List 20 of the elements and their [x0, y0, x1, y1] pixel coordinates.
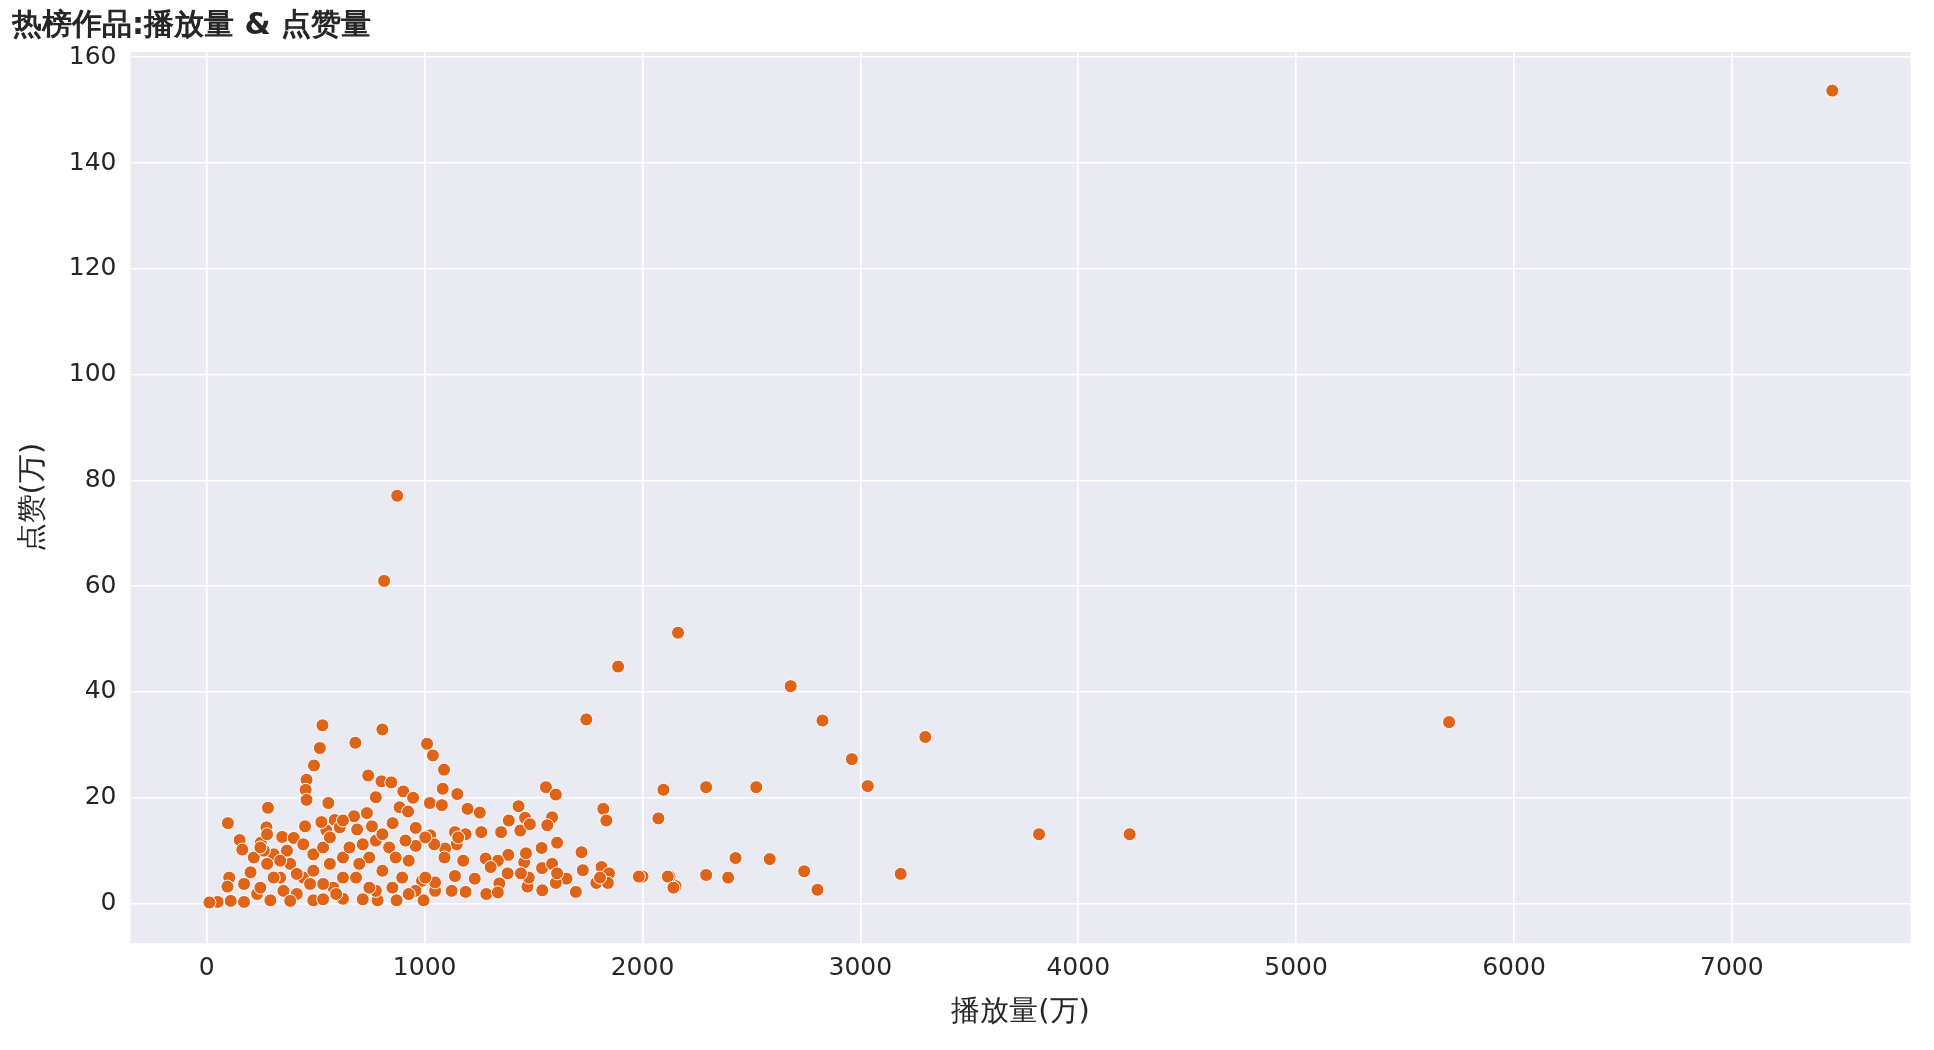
y-tick-label: 20: [84, 781, 117, 811]
y-tick-label: 100: [68, 358, 117, 388]
x-axis-title: 播放量(万): [951, 993, 1090, 1028]
x-tick-label: 6000: [1482, 951, 1546, 981]
y-tick-label: 40: [84, 675, 117, 705]
y-tick-label: 60: [84, 569, 117, 599]
y-tick-label: 120: [68, 252, 117, 282]
y-tick-label: 80: [84, 463, 117, 493]
y-tick-label: 160: [68, 40, 117, 70]
y-axis-title: 点赞(万): [13, 442, 48, 553]
x-tick-label: 2000: [610, 951, 675, 981]
x-tick-label: 4000: [1046, 951, 1111, 981]
x-tick-label: 7000: [1700, 951, 1764, 981]
x-tick-label: 5000: [1264, 951, 1328, 981]
y-tick-label: 140: [68, 146, 117, 176]
chart-title: 热榜作品:播放量 & 点赞量: [11, 5, 372, 41]
y-tick-label: 0: [100, 887, 117, 917]
x-tick-label: 3000: [828, 951, 893, 981]
x-tick-label: 0: [198, 951, 215, 981]
x-tick-label: 1000: [392, 951, 457, 981]
